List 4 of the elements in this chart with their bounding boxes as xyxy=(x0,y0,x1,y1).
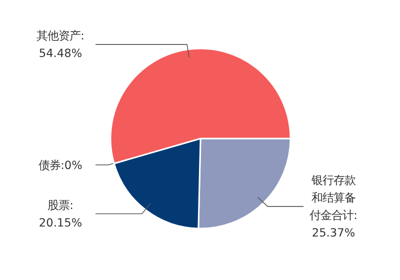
legend-label: 债券:0% xyxy=(38,158,83,172)
slice-label: 其他资产:54.48% xyxy=(36,28,84,60)
slice-label: 股票:20.15% xyxy=(38,198,82,230)
slice-label: 银行存款和结算备付金合计:25.37% xyxy=(310,173,358,240)
